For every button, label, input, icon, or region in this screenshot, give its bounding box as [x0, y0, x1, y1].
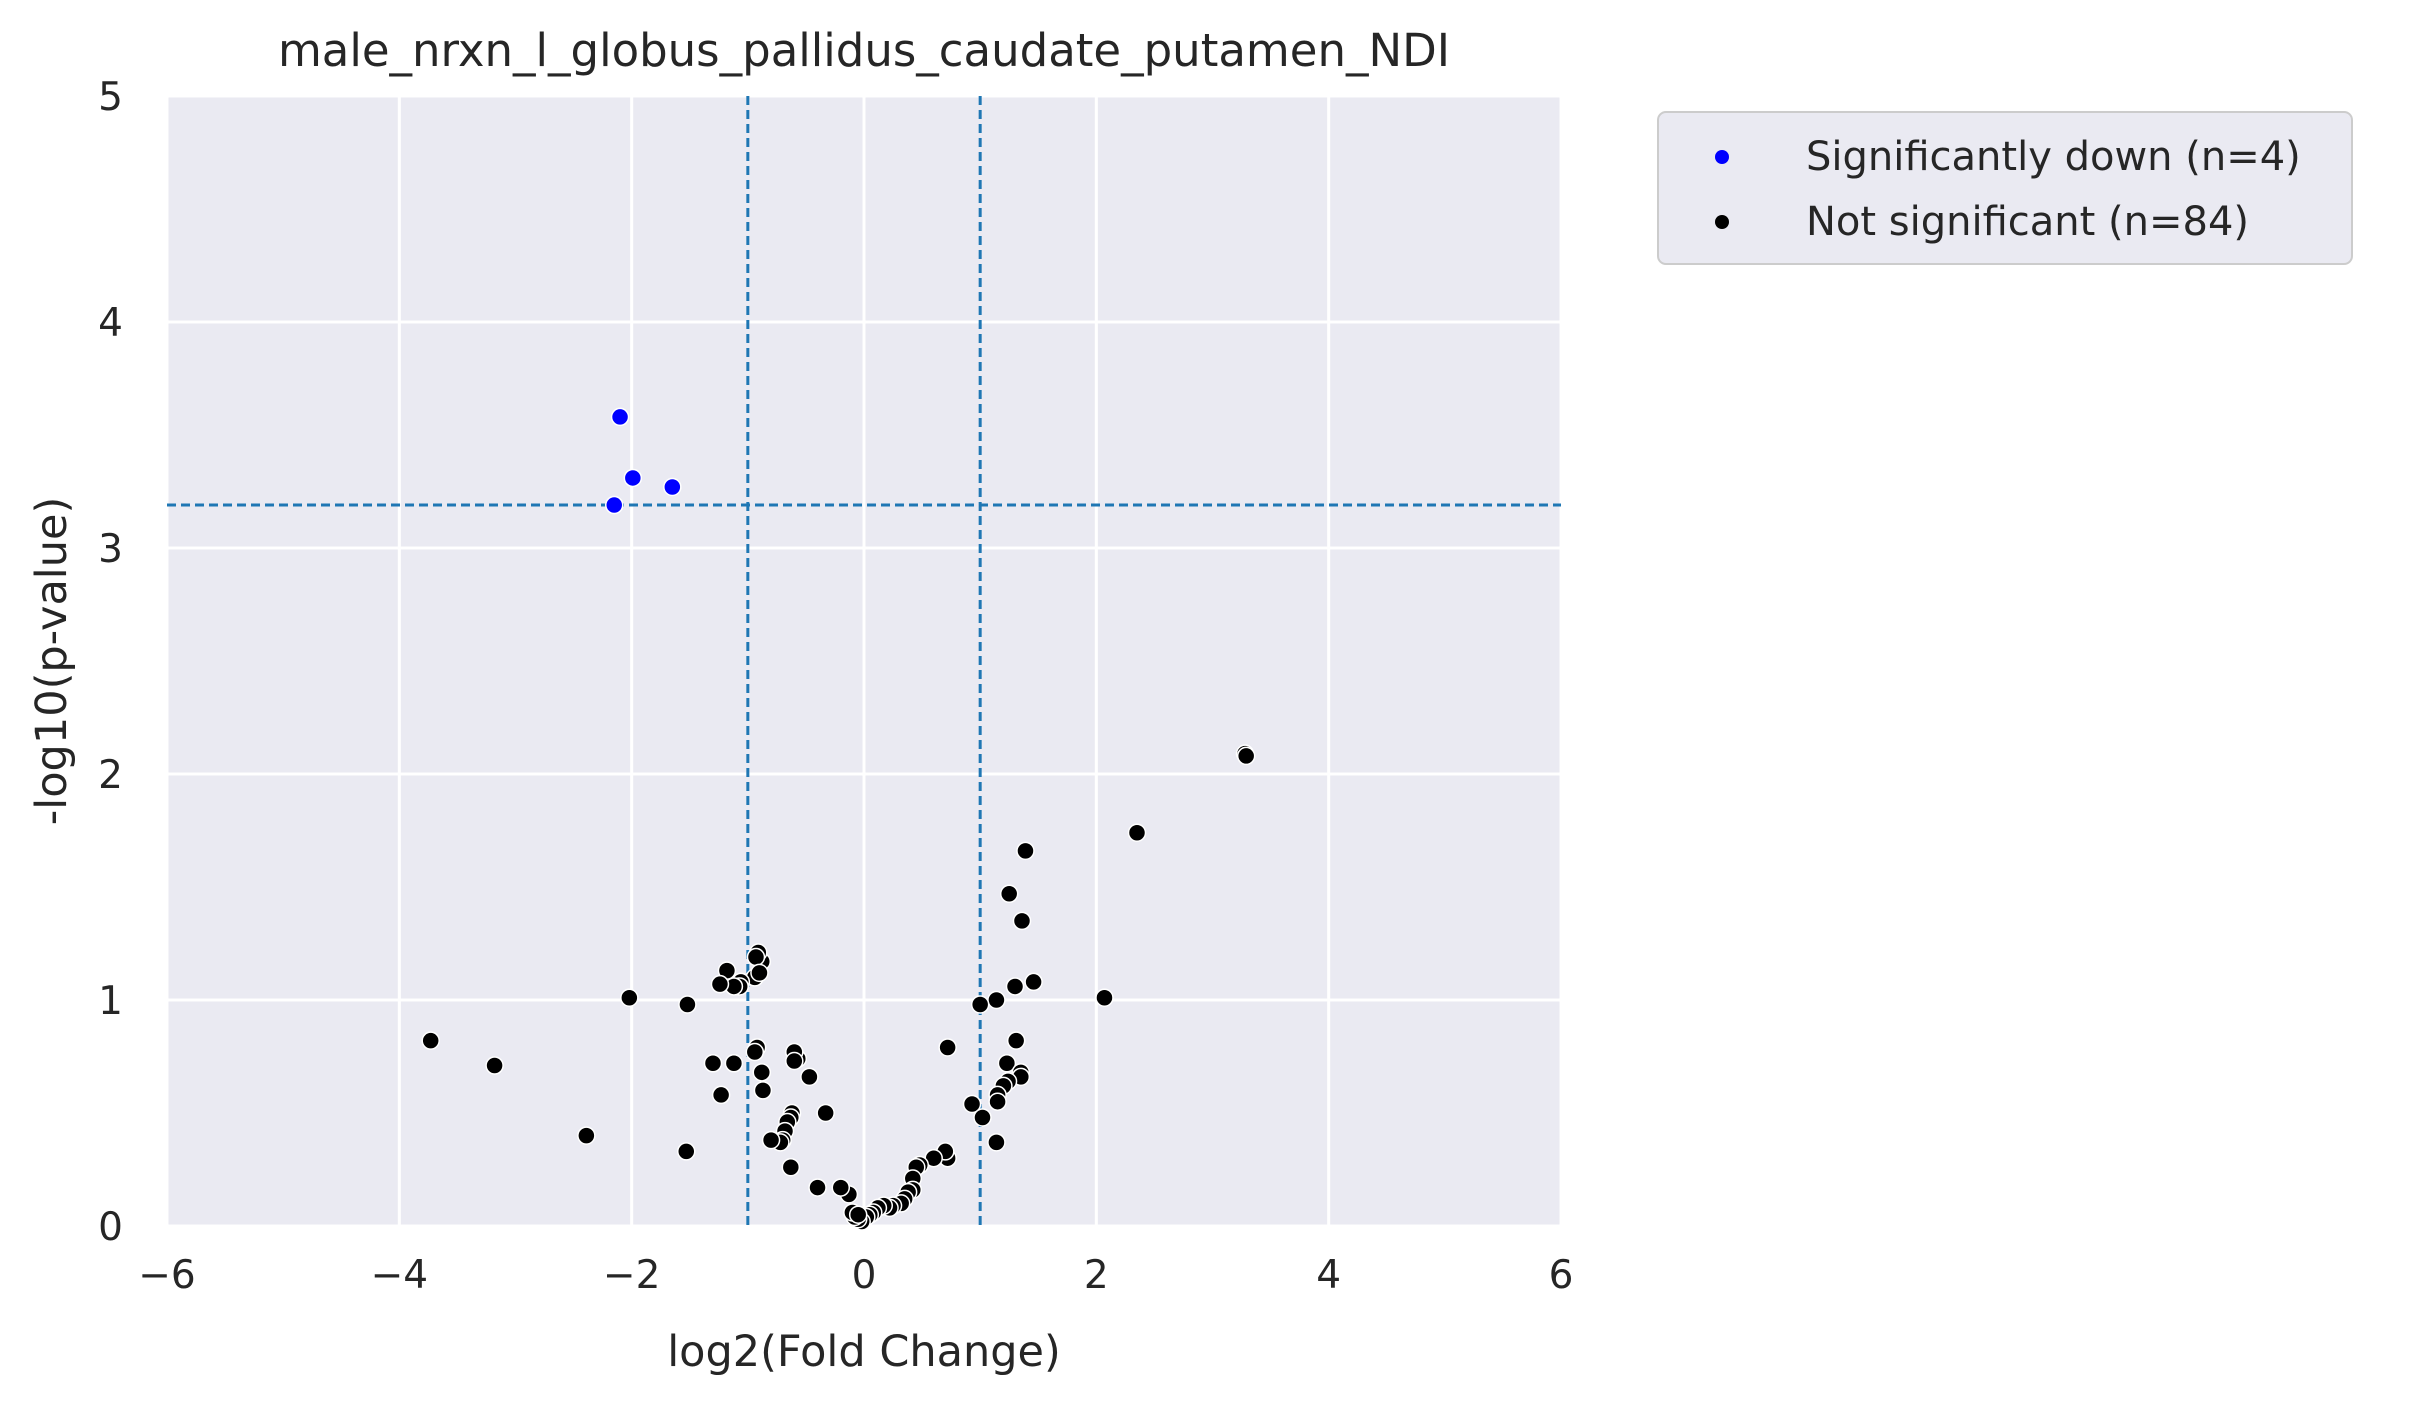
data-point-not-significant — [703, 1054, 723, 1073]
data-point-not-significant — [962, 1094, 982, 1114]
data-point-not-significant — [831, 1178, 851, 1197]
y-axis-ticks: 0 1 2 3 4 5 — [98, 75, 123, 1250]
data-point-not-significant — [750, 963, 769, 983]
data-point-not-significant — [577, 1126, 596, 1145]
x-tick-label: 6 — [1549, 1253, 1574, 1298]
data-point-not-significant — [800, 1067, 819, 1087]
data-point-not-significant — [848, 1205, 868, 1224]
chart-title: male_nrxn_l_globus_pallidus_caudate_puta… — [278, 24, 1450, 77]
x-axis-label: log2(Fold Change) — [667, 1327, 1061, 1377]
data-point-not-significant — [1024, 972, 1043, 992]
data-point-not-significant — [808, 1178, 827, 1197]
data-point-not-significant — [620, 988, 639, 1007]
data-point-not-significant — [987, 1133, 1006, 1152]
data-point-significantly-down — [610, 407, 630, 427]
data-point-not-significant — [761, 1130, 781, 1150]
data-point-not-significant — [997, 1054, 1017, 1073]
data-point-not-significant — [745, 1042, 765, 1062]
x-tick-label: 4 — [1316, 1253, 1341, 1298]
data-point-not-significant — [711, 1085, 731, 1105]
legend-marker-not-significant — [1715, 215, 1729, 229]
x-tick-label: −2 — [603, 1253, 661, 1298]
threshold-lines — [167, 96, 1561, 1226]
data-point-not-significant — [752, 1063, 772, 1082]
data-point-not-significant — [988, 1092, 1007, 1111]
data-point-not-significant — [1012, 911, 1032, 931]
y-tick-label: 3 — [98, 527, 123, 572]
data-point-not-significant — [816, 1103, 835, 1123]
data-point-not-significant — [1016, 841, 1035, 861]
legend: Significantly down (n=4) Not significant… — [1657, 111, 2353, 265]
data-point-not-significant — [421, 1031, 440, 1050]
data-point-significantly-down — [604, 495, 624, 515]
data-point-not-significant — [753, 1081, 773, 1100]
data-point-significantly-down — [623, 468, 643, 488]
legend-frame — [1657, 111, 2353, 265]
data-point-not-significant — [746, 947, 766, 967]
y-tick-label: 1 — [98, 979, 123, 1024]
y-tick-label: 2 — [98, 753, 123, 798]
data-point-not-significant — [973, 1108, 992, 1127]
grid-lines — [165, 94, 1563, 1228]
legend-marker-significantly-down — [1715, 150, 1729, 164]
data-point-not-significant — [785, 1051, 804, 1071]
data-point-not-significant — [1095, 988, 1114, 1007]
x-tick-label: 0 — [852, 1253, 877, 1298]
legend-label-significantly-down: Significantly down (n=4) — [1806, 134, 2301, 180]
data-point-not-significant — [1005, 977, 1025, 996]
data-point-not-significant — [724, 1054, 744, 1073]
x-tick-label: −4 — [371, 1253, 429, 1298]
data-point-not-significant — [970, 995, 990, 1014]
data-point-not-significant — [710, 974, 730, 994]
data-point-not-significant — [938, 1038, 957, 1057]
data-point-not-significant — [781, 1157, 801, 1177]
data-point-not-significant — [1236, 746, 1256, 766]
y-tick-label: 5 — [98, 75, 123, 120]
y-axis-label: -log10(p-value) — [27, 497, 77, 825]
data-points — [421, 407, 1256, 1231]
data-point-not-significant — [1006, 1031, 1026, 1050]
data-point-not-significant — [999, 884, 1019, 904]
data-point-not-significant — [678, 995, 697, 1014]
x-axis-ticks: −6 −4 −2 0 2 4 6 — [138, 1253, 1573, 1298]
data-point-not-significant — [485, 1056, 504, 1075]
data-point-not-significant — [987, 990, 1006, 1010]
data-point-not-significant — [1127, 823, 1147, 843]
x-tick-label: −6 — [138, 1253, 196, 1298]
legend-label-not-significant: Not significant (n=84) — [1806, 199, 2249, 245]
y-tick-label: 4 — [98, 301, 123, 346]
x-tick-label: 2 — [1084, 1253, 1109, 1298]
data-point-not-significant — [677, 1142, 696, 1161]
y-tick-label: 0 — [98, 1205, 123, 1250]
data-point-significantly-down — [663, 477, 682, 497]
